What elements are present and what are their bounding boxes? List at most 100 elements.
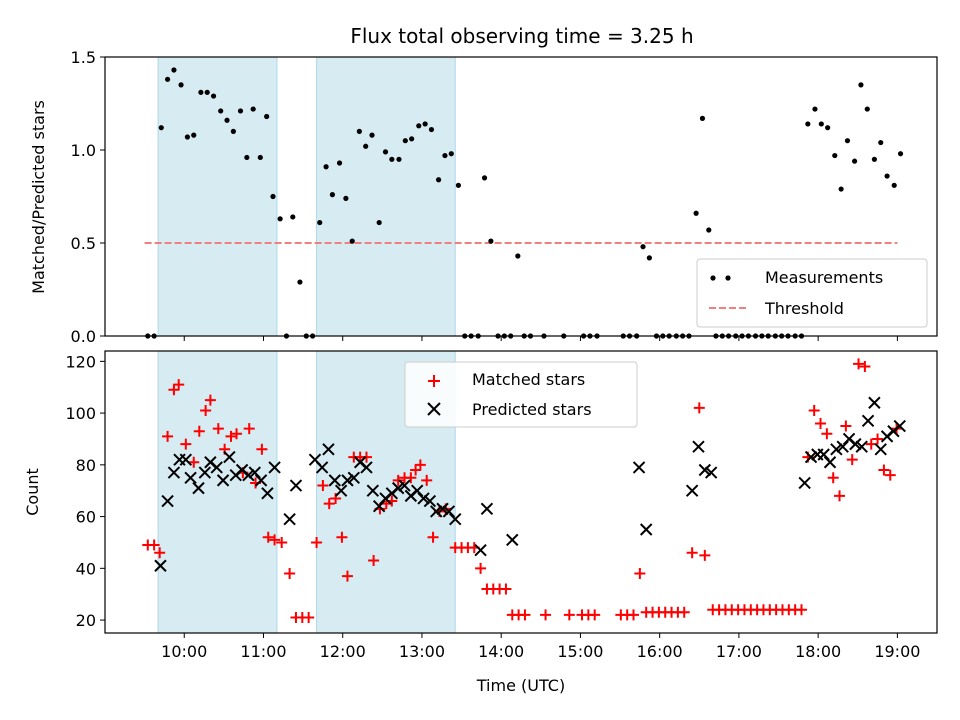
- matched-point-29: [330, 492, 342, 504]
- matched-point-96: [815, 417, 827, 429]
- measurement-point-36: [382, 149, 389, 155]
- measurement-point-76: [699, 115, 706, 121]
- measurement-point-105: [891, 182, 897, 188]
- predicted-point-39: [423, 494, 437, 508]
- measurement-point-7: [191, 132, 197, 138]
- measurement-point-39: [402, 138, 408, 144]
- measurement-point-5: [178, 82, 184, 88]
- matched-point-3: [162, 430, 174, 442]
- x-tick-label-4: 14:00: [478, 642, 524, 661]
- matched-point-78: [699, 549, 711, 561]
- matched-point-42: [410, 464, 422, 476]
- matched-point-8: [193, 425, 205, 437]
- predicted-point-51: [698, 463, 712, 477]
- measurement-point-96: [832, 152, 838, 159]
- bottom-panel-frame: [104, 350, 938, 634]
- measurement-point-75: [693, 210, 699, 216]
- bottom-legend-box: [404, 361, 638, 428]
- predicted-point-44: [474, 544, 487, 557]
- measurement-point-44: [435, 177, 442, 183]
- predicted-point-6: [192, 481, 205, 495]
- measurement-point-33: [363, 143, 369, 149]
- predicted-point-25: [334, 484, 348, 497]
- predicted-point-53: [798, 476, 811, 490]
- measurement-point-68: [646, 255, 652, 261]
- y-tick-label-0-2: 1.0: [71, 141, 96, 160]
- measurement-point-106: [897, 151, 904, 157]
- predicted-point-2: [167, 466, 181, 479]
- legend-matched-marker: [428, 375, 440, 387]
- y-tick-label-1-0: 20: [76, 611, 96, 630]
- shaded-interval-0-0: [157, 56, 278, 337]
- measurement-point-97: [838, 186, 844, 192]
- predicted-point-43: [449, 512, 462, 526]
- matched-point-95: [808, 405, 820, 417]
- x-tick-label-0: 10:00: [161, 642, 207, 661]
- measurement-point-34: [369, 132, 375, 138]
- matched-point-93: [796, 604, 808, 616]
- measurement-point-42: [422, 121, 428, 127]
- predicted-point-18: [268, 461, 281, 474]
- measurement-point-100: [858, 82, 864, 88]
- matched-point-41: [405, 472, 417, 484]
- measurement-point-32: [356, 128, 362, 134]
- predicted-point-63: [861, 414, 875, 428]
- measurement-point-15: [244, 154, 250, 161]
- predicted-point-5: [184, 471, 197, 484]
- matched-point-28: [323, 498, 335, 510]
- predicted-point-47: [632, 461, 646, 474]
- measurement-point-95: [825, 125, 831, 131]
- predicted-point-54: [804, 450, 818, 464]
- matched-point-103: [859, 361, 871, 373]
- matched-point-76: [686, 547, 698, 559]
- matched-point-100: [840, 420, 852, 432]
- matched-point-25: [303, 611, 315, 623]
- measurement-point-30: [343, 195, 349, 201]
- y-tick-label-1-5: 120: [65, 352, 96, 371]
- matched-point-1: [148, 539, 160, 551]
- matched-point-61: [563, 609, 575, 621]
- y-tick-label-0-1: 0.5: [71, 234, 96, 253]
- top-legend: Measurements Threshold: [696, 258, 928, 328]
- x-tick-label-1: 11:00: [240, 642, 286, 661]
- predicted-point-34: [391, 481, 405, 495]
- measurement-point-26: [317, 219, 323, 226]
- legend-measurements-marker: [710, 275, 716, 281]
- matched-point-45: [427, 531, 439, 543]
- legend-matched-label: Matched stars: [472, 370, 585, 389]
- measurement-point-18: [264, 113, 270, 120]
- measurement-point-13: [230, 128, 236, 134]
- measurement-point-56: [515, 253, 521, 259]
- predicted-point-14: [242, 468, 255, 482]
- predicted-point-24: [328, 474, 341, 487]
- measurement-point-46: [448, 151, 454, 157]
- predicted-point-52: [704, 466, 718, 479]
- matched-point-43: [414, 459, 426, 471]
- top-panel-ylabel: Matched/Predicted stars: [29, 100, 48, 294]
- x-tick-label-3: 13:00: [399, 642, 445, 661]
- matched-point-102: [853, 358, 865, 370]
- measurement-point-22: [290, 214, 296, 220]
- measurement-point-12: [224, 117, 230, 123]
- predicted-point-19: [283, 512, 296, 526]
- measurement-point-102: [871, 156, 878, 162]
- measurement-point-9: [204, 89, 210, 95]
- shaded-interval-0-1: [316, 56, 456, 337]
- measurement-point-98: [844, 138, 851, 144]
- measurement-point-31: [349, 238, 355, 244]
- bottom-panel-ylabel: Count: [23, 468, 42, 516]
- predicted-point-57: [823, 456, 837, 469]
- predicted-point-7: [198, 466, 212, 479]
- predicted-point-68: [893, 419, 906, 433]
- predicted-point-65: [874, 443, 887, 456]
- y-tick-label-1-4: 100: [65, 404, 96, 423]
- measurement-point-92: [805, 121, 811, 127]
- predicted-point-45: [480, 502, 494, 516]
- predicted-point-49: [685, 484, 699, 497]
- matched-point-30: [336, 531, 348, 543]
- matched-point-4: [168, 384, 180, 396]
- measurement-point-17: [257, 154, 263, 161]
- x-tick-label-5: 15:00: [557, 642, 603, 661]
- predicted-point-11: [223, 450, 236, 464]
- matched-point-105: [872, 433, 884, 445]
